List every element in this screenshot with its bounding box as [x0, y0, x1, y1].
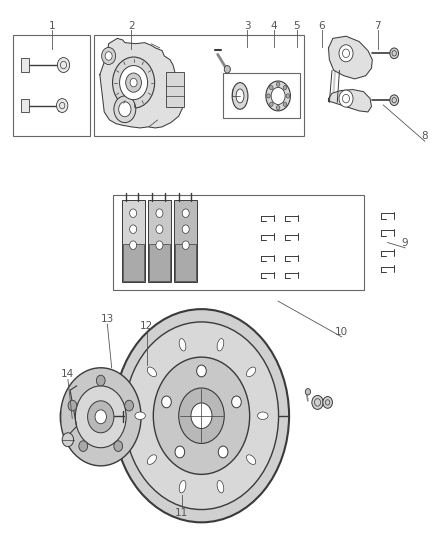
- Circle shape: [182, 241, 189, 249]
- Text: 7: 7: [374, 21, 381, 30]
- Circle shape: [305, 389, 311, 395]
- Circle shape: [124, 322, 279, 510]
- Circle shape: [95, 410, 106, 424]
- Bar: [94, 35, 304, 136]
- Circle shape: [182, 225, 189, 233]
- Circle shape: [105, 52, 112, 60]
- Circle shape: [57, 58, 70, 72]
- Bar: [123, 244, 144, 281]
- Ellipse shape: [135, 412, 145, 419]
- Bar: [148, 200, 171, 282]
- Circle shape: [79, 441, 88, 451]
- Circle shape: [60, 368, 141, 466]
- Ellipse shape: [247, 367, 256, 377]
- Circle shape: [323, 397, 332, 408]
- Circle shape: [218, 446, 228, 458]
- Text: 13: 13: [101, 314, 114, 324]
- Circle shape: [276, 106, 280, 110]
- Circle shape: [269, 85, 273, 90]
- Circle shape: [114, 441, 123, 451]
- Circle shape: [96, 375, 105, 386]
- Text: 11: 11: [175, 508, 188, 518]
- Circle shape: [312, 395, 323, 409]
- Text: 3: 3: [244, 21, 251, 30]
- Circle shape: [156, 241, 163, 249]
- Circle shape: [276, 82, 280, 86]
- Circle shape: [126, 73, 141, 92]
- Circle shape: [179, 388, 224, 443]
- Bar: [122, 200, 145, 282]
- Circle shape: [88, 401, 114, 433]
- Circle shape: [175, 446, 185, 458]
- Text: 12: 12: [140, 321, 153, 331]
- Text: 5: 5: [293, 21, 300, 30]
- Bar: [113, 195, 364, 290]
- Ellipse shape: [147, 455, 156, 464]
- Circle shape: [119, 102, 131, 117]
- Circle shape: [57, 99, 68, 112]
- Circle shape: [339, 45, 353, 62]
- Circle shape: [113, 57, 155, 108]
- Polygon shape: [328, 90, 371, 112]
- Ellipse shape: [217, 481, 224, 493]
- Bar: [174, 200, 197, 282]
- Circle shape: [232, 396, 241, 408]
- Bar: [166, 72, 184, 107]
- Bar: [21, 99, 29, 112]
- Circle shape: [153, 357, 250, 474]
- Circle shape: [267, 94, 270, 98]
- Text: 6: 6: [318, 21, 325, 30]
- Circle shape: [224, 66, 230, 73]
- Circle shape: [68, 400, 77, 411]
- Circle shape: [271, 87, 285, 104]
- Text: 8: 8: [421, 131, 428, 141]
- Circle shape: [182, 209, 189, 217]
- Ellipse shape: [179, 338, 186, 351]
- Text: 4: 4: [270, 21, 277, 30]
- Bar: [21, 58, 29, 72]
- Bar: [149, 244, 170, 281]
- Circle shape: [75, 386, 126, 448]
- Ellipse shape: [236, 89, 244, 103]
- Bar: [223, 73, 300, 118]
- Circle shape: [130, 225, 137, 233]
- Circle shape: [191, 403, 212, 429]
- Ellipse shape: [147, 367, 156, 377]
- Circle shape: [156, 225, 163, 233]
- Circle shape: [162, 396, 171, 408]
- Polygon shape: [100, 38, 184, 128]
- Circle shape: [156, 209, 163, 217]
- Circle shape: [390, 95, 399, 106]
- Text: 10: 10: [335, 327, 348, 336]
- Circle shape: [286, 94, 290, 98]
- Ellipse shape: [247, 455, 256, 464]
- Circle shape: [102, 47, 116, 64]
- Circle shape: [62, 433, 74, 447]
- Circle shape: [114, 96, 136, 123]
- Text: 2: 2: [128, 21, 135, 30]
- Ellipse shape: [258, 412, 268, 419]
- Text: 14: 14: [61, 369, 74, 379]
- Circle shape: [130, 209, 137, 217]
- Circle shape: [390, 48, 399, 59]
- Circle shape: [283, 85, 287, 90]
- Circle shape: [283, 102, 287, 107]
- Text: 1: 1: [48, 21, 55, 30]
- Circle shape: [125, 400, 134, 411]
- Ellipse shape: [179, 481, 186, 493]
- Circle shape: [130, 241, 137, 249]
- Circle shape: [120, 66, 148, 100]
- Circle shape: [114, 309, 289, 522]
- Circle shape: [130, 78, 137, 87]
- Ellipse shape: [217, 338, 224, 351]
- Circle shape: [197, 365, 206, 377]
- Bar: [175, 244, 196, 281]
- Text: 9: 9: [402, 238, 409, 247]
- Circle shape: [266, 81, 290, 111]
- Bar: [13, 35, 90, 136]
- Circle shape: [339, 90, 353, 107]
- Ellipse shape: [232, 83, 248, 109]
- Circle shape: [269, 102, 273, 107]
- Polygon shape: [328, 36, 372, 79]
